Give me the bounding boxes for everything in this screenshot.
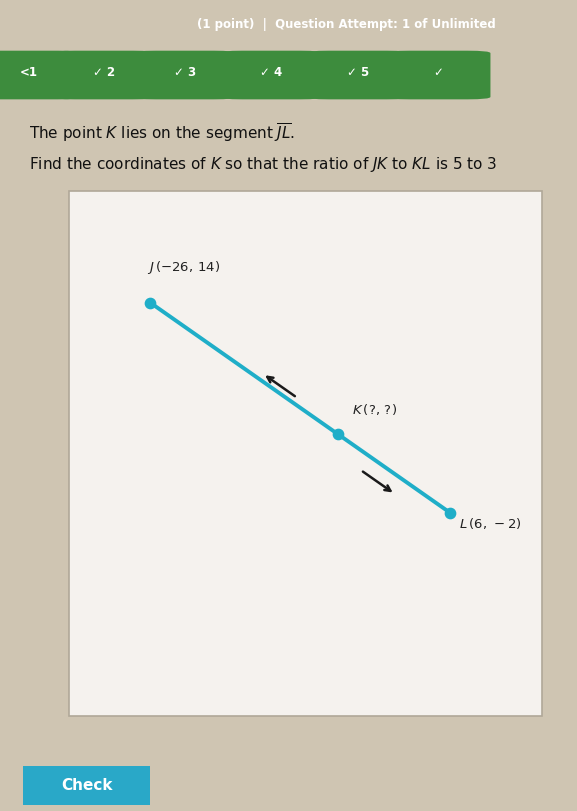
Point (145, 296, 155, 309)
Text: ✓ 4: ✓ 4 (260, 66, 282, 79)
FancyBboxPatch shape (133, 50, 237, 99)
Text: ✓: ✓ (433, 66, 444, 79)
Text: $L\,(6,\,-2)$: $L\,(6,\,-2)$ (459, 516, 522, 531)
Text: <1: <1 (20, 66, 38, 79)
Text: Check: Check (61, 778, 113, 792)
FancyBboxPatch shape (52, 50, 156, 99)
FancyBboxPatch shape (10, 762, 163, 809)
Text: ✓ 2: ✓ 2 (93, 66, 115, 79)
FancyBboxPatch shape (0, 50, 81, 99)
FancyBboxPatch shape (306, 50, 410, 99)
FancyBboxPatch shape (219, 50, 323, 99)
Text: ✓ 5: ✓ 5 (347, 66, 369, 79)
Text: $J\,(-26,\,14)$: $J\,(-26,\,14)$ (147, 260, 220, 277)
FancyBboxPatch shape (387, 50, 490, 99)
Text: (1 point)  |  Question Attempt: 1 of Unlimited: (1 point) | Question Attempt: 1 of Unlim… (197, 18, 496, 31)
Point (445, 506, 455, 519)
Text: $K\,(?,\,?)$: $K\,(?,\,?)$ (352, 402, 397, 418)
Text: The point $K$ lies on the segment $\overline{JL}$.: The point $K$ lies on the segment $\over… (29, 122, 295, 145)
Text: Find the coordinates of $K$ so that the ratio of $JK$ to $KL$ is 5 to 3: Find the coordinates of $K$ so that the … (29, 155, 497, 174)
Point (333, 427, 342, 440)
Text: ✓ 3: ✓ 3 (174, 66, 196, 79)
FancyBboxPatch shape (69, 191, 542, 716)
